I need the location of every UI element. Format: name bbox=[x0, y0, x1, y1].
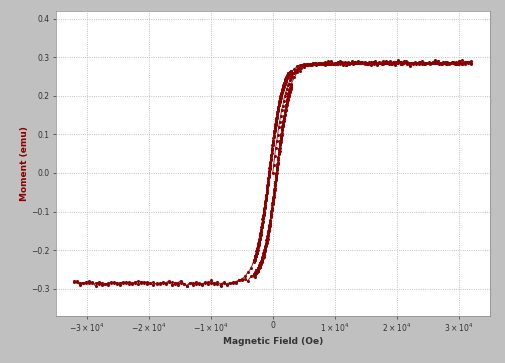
X-axis label: Magnetic Field (Oe): Magnetic Field (Oe) bbox=[223, 337, 323, 346]
Y-axis label: Moment (emu): Moment (emu) bbox=[20, 126, 29, 201]
